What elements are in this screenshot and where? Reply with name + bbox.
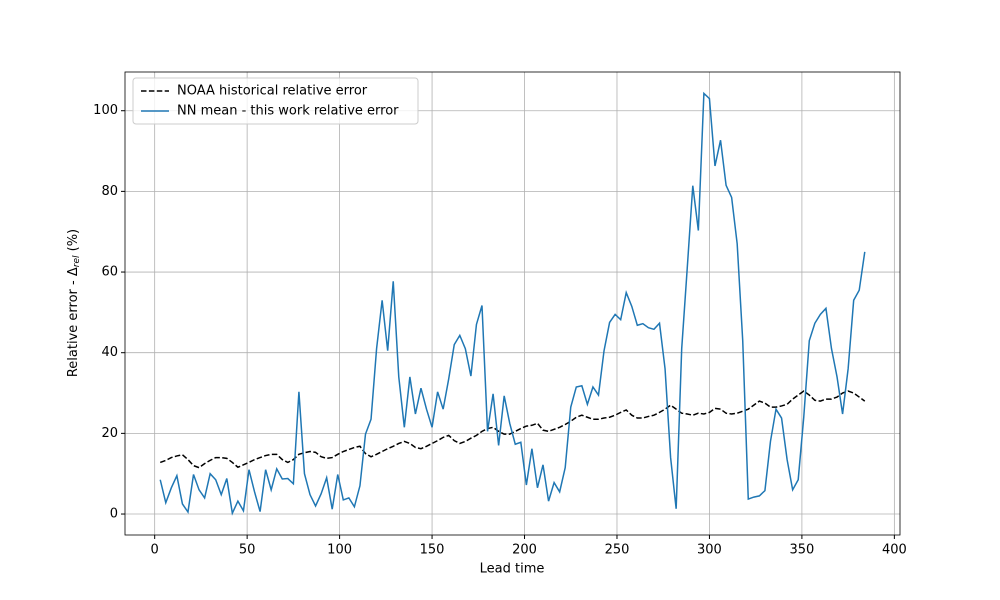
y-tick-label: 40 [101, 345, 118, 360]
x-tick-label: 50 [239, 543, 256, 558]
x-tick-label: 200 [512, 543, 537, 558]
plot-frame [124, 71, 901, 536]
data-line [159, 390, 866, 469]
x-tick-label: 100 [327, 543, 352, 558]
legend-box [132, 77, 419, 125]
legend-label: NOAA historical relative error [177, 84, 368, 99]
x-tick-label: 350 [789, 543, 814, 558]
y-tick-label: 20 [101, 426, 118, 441]
legend-label: NN mean - this work relative error [177, 104, 399, 119]
y-tick-label: 100 [93, 103, 118, 118]
y-axis-label: Relative error - Δrel (%) [66, 229, 82, 377]
y-tick-label: 60 [101, 265, 118, 280]
x-tick-label: 300 [697, 543, 722, 558]
y-label-sub: rel [72, 255, 82, 267]
x-tick-label: 400 [882, 543, 907, 558]
y-label-main: Relative error - Δ [66, 267, 81, 377]
data-line [159, 91, 866, 516]
y-tick-label: 80 [101, 184, 118, 199]
y-label-tail: (%) [66, 229, 81, 256]
x-tick-label: 250 [605, 543, 630, 558]
legend: NOAA historical relative error NN mean - … [132, 77, 419, 125]
y-tick-label: 0 [110, 507, 118, 522]
x-tick-label: 150 [420, 543, 445, 558]
x-axis-label: Lead time [480, 562, 545, 577]
x-tick-label: 0 [151, 543, 159, 558]
